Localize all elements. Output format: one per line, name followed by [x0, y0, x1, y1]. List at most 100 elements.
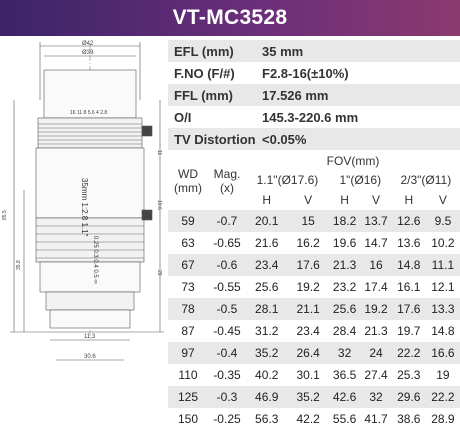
table-cell: -0.45 [208, 320, 246, 342]
table-cell: -0.3 [208, 386, 246, 408]
table-cell: 13.6 [391, 232, 426, 254]
table-cell: 13.7 [360, 210, 392, 232]
hv-header: V [425, 190, 460, 210]
table-cell: -0.25 [208, 408, 246, 430]
sensor-header-3: 2/3"(Ø11) [391, 170, 460, 190]
table-row: 97 -0.4 35.2 26.4 32 24 22.2 16.6 [168, 342, 460, 364]
table-cell: -0.55 [208, 276, 246, 298]
table-row: 59 -0.7 20.1 15 18.2 13.7 12.6 9.5 [168, 210, 460, 232]
table-cell: 35.2 [246, 342, 288, 364]
hv-header: V [360, 190, 392, 210]
table-cell: 19.7 [391, 320, 426, 342]
spec-key: O/I [174, 109, 192, 125]
fov-table: WD (mm) Mag. (x) FOV(mm) 1.1"(Ø17.6) 1"(… [168, 152, 460, 430]
table-cell: 19.2 [360, 298, 392, 320]
table-cell: 42.2 [287, 408, 329, 430]
spec-key: EFL (mm) [174, 43, 234, 59]
table-cell: 87 [168, 320, 208, 342]
spec-value: 35 mm [262, 43, 304, 59]
table-cell: 110 [168, 364, 208, 386]
table-cell: 25.6 [246, 276, 288, 298]
table-cell: 22.2 [425, 386, 460, 408]
table-cell: 23.4 [287, 320, 329, 342]
table-cell: 14.7 [360, 232, 392, 254]
table-cell: 27.4 [360, 364, 392, 386]
table-row: 67 -0.6 23.4 17.6 21.3 16 14.8 11.1 [168, 254, 460, 276]
table-cell: 13.3 [425, 298, 460, 320]
table-cell: 23.2 [328, 276, 361, 298]
table-cell: 21.1 [287, 298, 329, 320]
table-cell: 12.1 [425, 276, 460, 298]
mag-header: Mag. (x) [208, 152, 246, 210]
table-cell: 35.2 [287, 386, 329, 408]
table-row: 125 -0.3 46.9 35.2 42.6 32 29.6 22.2 [168, 386, 460, 408]
table-cell: 125 [168, 386, 208, 408]
table-cell: 31.2 [246, 320, 288, 342]
table-cell: 17.4 [360, 276, 392, 298]
spec-list: EFL (mm) 35 mm F.NO (F/#) F2.8-16(±10%) … [168, 40, 460, 150]
table-cell: 16.2 [287, 232, 329, 254]
table-cell: 55.6 [328, 408, 361, 430]
table-cell: 26.4 [287, 342, 329, 364]
table-cell: 41.7 [360, 408, 392, 430]
table-cell: 19.2 [287, 276, 329, 298]
dim-label-2: Ø39 [82, 50, 94, 56]
table-cell: 29.6 [391, 386, 426, 408]
table-cell: 25.3 [391, 364, 426, 386]
sensor-header-1: 1.1"(Ø17.6) [246, 170, 329, 190]
spec-row-oi: O/I 145.3-220.6 mm [168, 106, 460, 128]
table-row: 87 -0.45 31.2 23.4 28.4 21.3 19.7 14.8 [168, 320, 460, 342]
table-row: 150 -0.25 56.3 42.2 55.6 41.7 38.6 28.9 [168, 408, 460, 430]
table-cell: -0.5 [208, 298, 246, 320]
spec-row-ffl: FFL (mm) 17.526 mm [168, 84, 460, 106]
spec-row-fno: F.NO (F/#) F2.8-16(±10%) [168, 62, 460, 84]
table-cell: 24 [360, 342, 392, 364]
table-cell: 16 [360, 254, 392, 276]
fov-table-body: 59 -0.7 20.1 15 18.2 13.7 12.6 9.5 63 -0.65 21.6 16… [168, 210, 460, 430]
dim-side-5: 29 [156, 270, 162, 276]
table-cell: 36.5 [328, 364, 361, 386]
dim-side-1: 85.5 [2, 210, 8, 220]
hv-header: H [328, 190, 361, 210]
table-cell: 12.6 [391, 210, 426, 232]
table-cell: 150 [168, 408, 208, 430]
table-cell: 63 [168, 232, 208, 254]
dim-side-4: 10.6 [156, 200, 162, 210]
table-cell: 16.1 [391, 276, 426, 298]
table-cell: 21.3 [360, 320, 392, 342]
spec-value: 17.526 mm [262, 87, 329, 103]
table-cell: 59 [168, 210, 208, 232]
table-cell: 16.6 [425, 342, 460, 364]
table-cell: 32 [360, 386, 392, 408]
table-cell: 14.8 [391, 254, 426, 276]
wd-header: WD (mm) [168, 152, 208, 210]
table-cell: 42.6 [328, 386, 361, 408]
table-cell: 25.6 [328, 298, 361, 320]
table-row: 78 -0.5 28.1 21.1 25.6 19.2 17.6 13.3 [168, 298, 460, 320]
table-cell: 30.1 [287, 364, 329, 386]
sensor-header-2: 1"(Ø16) [328, 170, 392, 190]
table-cell: 10.2 [425, 232, 460, 254]
spec-value: 145.3-220.6 mm [262, 109, 359, 125]
table-cell: 19.6 [328, 232, 361, 254]
table-cell: 73 [168, 276, 208, 298]
engraving-focus: 0.25 0.3 0.4 0.5 ∞ [92, 236, 98, 284]
table-cell: 21.3 [328, 254, 361, 276]
fov-header: FOV(mm) [246, 152, 460, 170]
product-title: VT-MC3528 [172, 6, 288, 29]
table-cell: 15 [287, 210, 329, 232]
table-cell: 9.5 [425, 210, 460, 232]
table-cell: -0.7 [208, 210, 246, 232]
table-cell: -0.65 [208, 232, 246, 254]
spec-value: <0.05% [262, 131, 307, 147]
table-row: 73 -0.55 25.6 19.2 23.2 17.4 16.1 12.1 [168, 276, 460, 298]
dim-label-1: Ø42 [82, 41, 94, 47]
engraving-main: 35mm 1:2.8 1.1" [80, 178, 89, 237]
table-cell: 11.1 [425, 254, 460, 276]
table-cell: 14.8 [425, 320, 460, 342]
table-row: 63 -0.65 21.6 16.2 19.6 14.7 13.6 10.2 [168, 232, 460, 254]
table-cell: -0.35 [208, 364, 246, 386]
table-cell: 28.9 [425, 408, 460, 430]
spec-value: F2.8-16(±10%) [262, 65, 349, 81]
table-cell: 22.2 [391, 342, 426, 364]
